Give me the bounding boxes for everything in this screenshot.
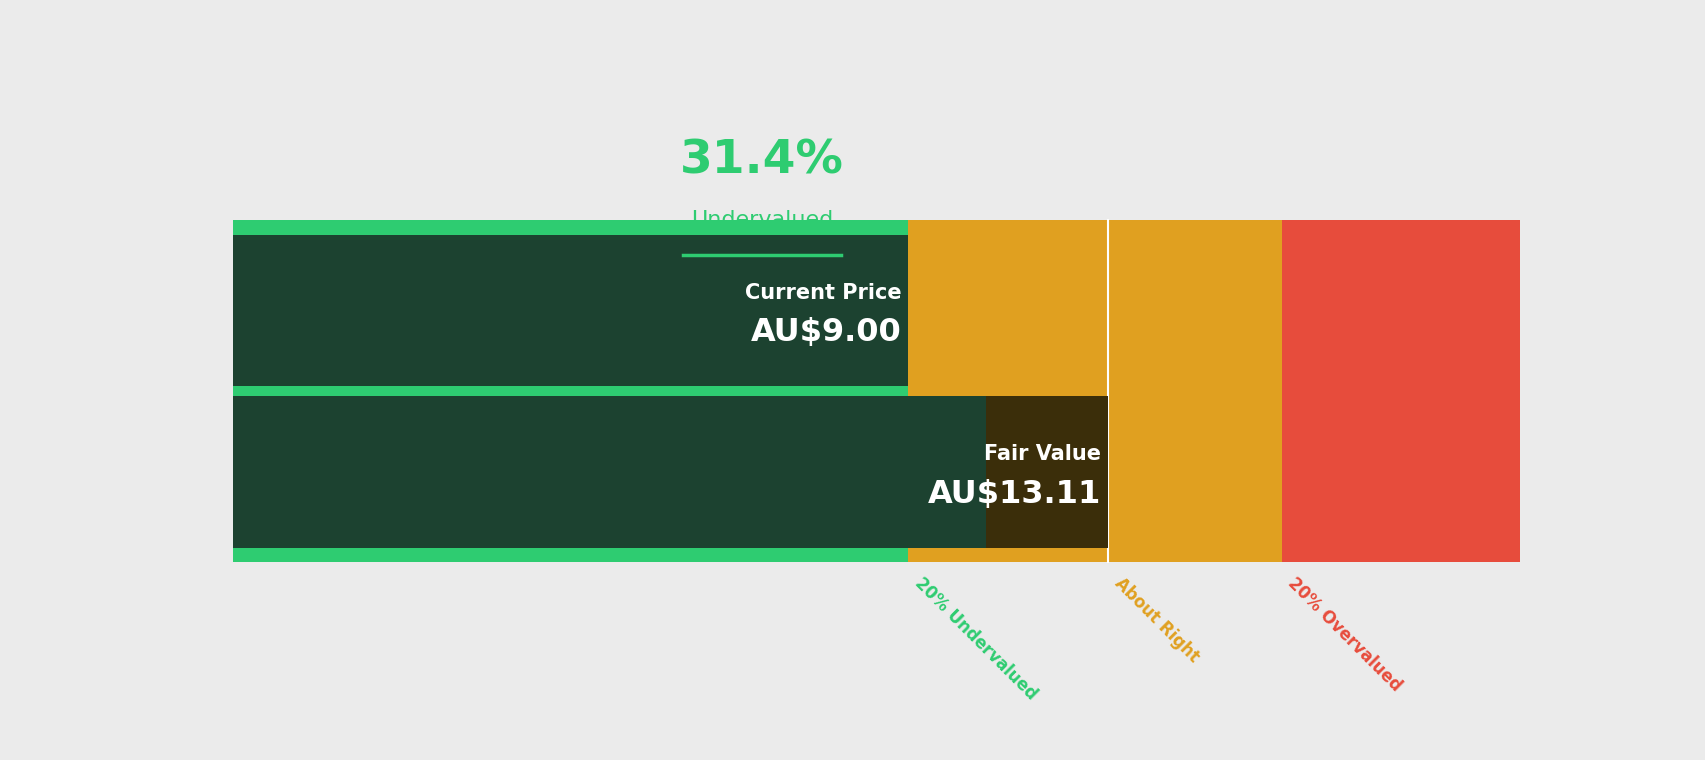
FancyBboxPatch shape [818, 235, 909, 386]
Text: 20% Overvalued: 20% Overvalued [1284, 574, 1405, 695]
FancyBboxPatch shape [1280, 220, 1519, 562]
Text: Current Price: Current Price [745, 283, 902, 302]
FancyBboxPatch shape [985, 397, 1107, 548]
FancyBboxPatch shape [234, 220, 909, 562]
Text: AU$9.00: AU$9.00 [750, 317, 902, 348]
Text: Fair Value: Fair Value [984, 445, 1101, 464]
FancyBboxPatch shape [909, 220, 1107, 562]
Text: AU$13.11: AU$13.11 [928, 479, 1101, 510]
Text: 31.4%: 31.4% [680, 139, 844, 184]
Text: Undervalued: Undervalued [691, 210, 832, 230]
FancyBboxPatch shape [234, 235, 818, 386]
FancyBboxPatch shape [234, 397, 985, 548]
Text: About Right: About Right [1110, 574, 1202, 666]
Text: 20% Undervalued: 20% Undervalued [910, 574, 1040, 703]
FancyBboxPatch shape [1107, 220, 1280, 562]
